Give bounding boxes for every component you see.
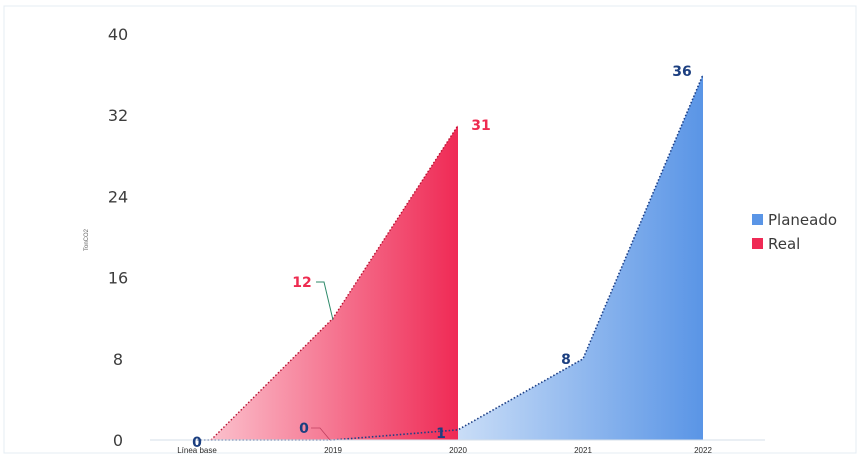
- real-area: [211, 125, 458, 440]
- y-tick-label: 16: [108, 269, 128, 288]
- y-tick-label: 40: [108, 25, 128, 44]
- planeado-data-label: 0: [299, 421, 309, 437]
- legend-swatch-planeado: [752, 214, 763, 225]
- legend-swatch-real: [752, 238, 763, 249]
- y-tick-label: 24: [108, 187, 128, 206]
- y-axis-title: TonCO2: [84, 228, 90, 251]
- real-data-label: 12: [292, 275, 311, 291]
- y-tick-label: 8: [113, 350, 123, 369]
- x-tick-label: 2020: [449, 446, 467, 455]
- planeado-data-label: 1: [436, 426, 446, 442]
- planeado-data-label: 8: [561, 352, 571, 368]
- planeado-area: [458, 74, 703, 440]
- leader-line: [311, 427, 331, 441]
- real-data-label: 31: [471, 118, 490, 134]
- x-tick-label: 2021: [574, 446, 592, 455]
- planeado-data-label: 36: [672, 64, 691, 80]
- leader-line: [316, 281, 334, 321]
- planeado-data-label: 0: [192, 435, 202, 451]
- plot-area: [197, 74, 704, 441]
- y-axis: 0 8 16 24 32 40: [108, 25, 128, 450]
- legend-label-real: Real: [768, 235, 800, 253]
- x-tick-label: 2022: [694, 446, 712, 455]
- planeado-line: [197, 74, 704, 441]
- x-tick-label: 2019: [324, 446, 342, 455]
- x-tick-label: Línea base: [177, 446, 217, 455]
- y-tick-label: 0: [113, 431, 123, 450]
- chart-frame: [3, 5, 857, 454]
- x-axis: Línea base 2019 2020 2021 2022: [177, 446, 712, 455]
- legend-label-planeado: Planeado: [768, 211, 837, 229]
- y-tick-label: 32: [108, 106, 128, 125]
- legend: Planeado Real: [752, 211, 837, 253]
